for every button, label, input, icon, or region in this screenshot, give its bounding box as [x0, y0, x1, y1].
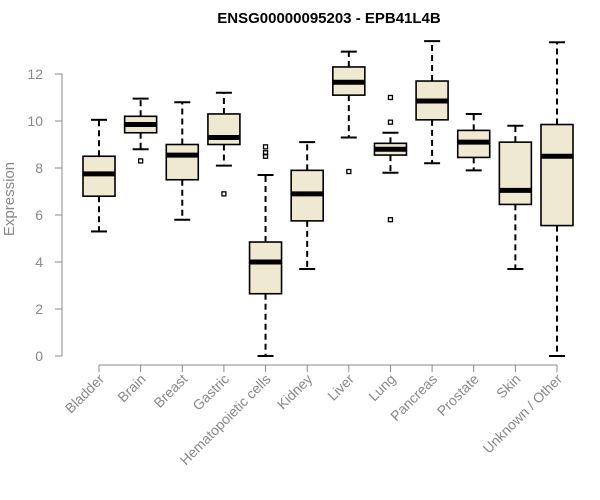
- x-tick-label-0: Bladder: [62, 371, 108, 417]
- y-axis-label: Expression: [1, 162, 18, 236]
- iqr-box: [540, 123, 574, 227]
- box-5: [290, 141, 324, 271]
- box-10: [498, 124, 533, 271]
- y-tick-label-12: 12: [27, 66, 43, 82]
- outlier-point-0: [137, 158, 144, 164]
- y-tick-label-8: 8: [35, 160, 43, 176]
- box-11: [540, 41, 574, 357]
- outlier-point-1: [387, 119, 394, 125]
- boxes: [82, 40, 574, 357]
- x-tick-label-1: Brain: [114, 371, 148, 405]
- x-tick-label-11: Unknown / Other: [480, 371, 566, 457]
- box-0: [82, 118, 116, 233]
- box-6: [332, 50, 366, 175]
- iqr-box: [248, 241, 283, 295]
- y-axis: 0 2 4 6 8 10 12: [27, 66, 63, 364]
- outlier-point-2: [387, 94, 394, 101]
- outlier-point-0: [346, 168, 352, 175]
- y-tick-label-0: 0: [35, 348, 43, 364]
- box-7: [373, 94, 408, 223]
- outlier-point-0: [387, 217, 394, 223]
- box-8: [415, 40, 449, 165]
- box-2: [165, 101, 200, 221]
- x-tick-label-7: Lung: [365, 371, 398, 404]
- x-tick-label-2: Breast: [150, 371, 190, 411]
- outlier-point-2: [262, 144, 269, 150]
- chart-title: ENSG00000095203 - EPB41L4B: [217, 10, 441, 27]
- box-9: [456, 112, 491, 172]
- y-tick-label-6: 6: [35, 207, 43, 223]
- x-tick-label-6: Liver: [324, 371, 357, 404]
- y-tick-label-2: 2: [35, 301, 43, 317]
- box-4: [248, 144, 283, 357]
- x-tick-label-9: Prostate: [434, 371, 482, 419]
- y-tick-label-4: 4: [35, 254, 43, 270]
- box-1: [123, 97, 158, 164]
- outlier-point-0: [221, 191, 227, 197]
- box-3: [207, 91, 241, 197]
- iqr-box: [498, 141, 533, 206]
- outlier-point-1: [262, 150, 269, 156]
- y-tick-label-10: 10: [27, 113, 43, 129]
- iqr-box: [165, 143, 200, 181]
- x-tick-label-10: Skin: [493, 371, 524, 402]
- x-tick-label-5: Kidney: [274, 371, 316, 413]
